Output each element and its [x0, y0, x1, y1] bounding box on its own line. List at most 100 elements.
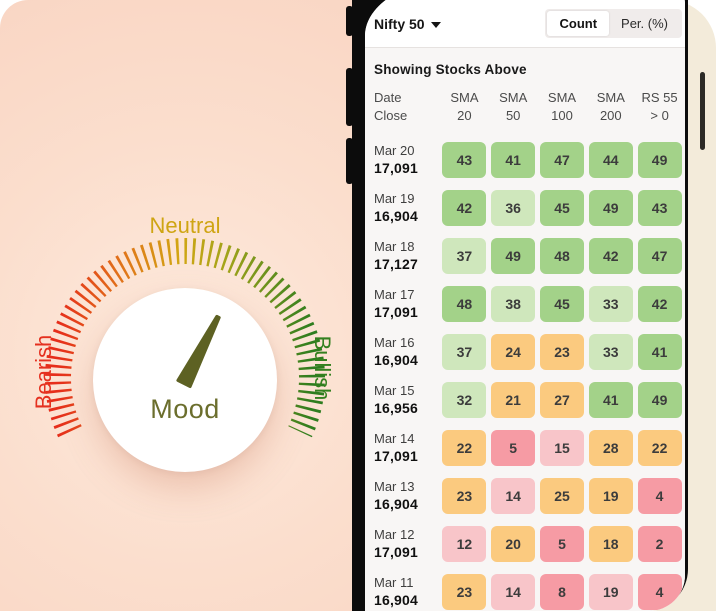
sma-value-cell: 33	[588, 334, 633, 371]
sma-value-cell: 27	[539, 382, 584, 419]
table-row: Mar 14 17,091 22 5 15 28 22	[374, 424, 685, 472]
sma-value-cell: 45	[539, 286, 584, 323]
sma-value-cell: 49	[637, 382, 682, 419]
sma-value-cell: 32	[442, 382, 487, 419]
sma-value-cell: 5	[491, 430, 536, 467]
table-column-headers: Date Close SMA 20 SMA 50 SMA 100 SMA 200 RS 55 > 0	[374, 89, 685, 124]
date-label: Mar 16	[374, 334, 415, 350]
table-row: Mar 18 17,127 37 49 48 42 47	[374, 232, 685, 280]
sma-value-cell: 48	[539, 238, 584, 275]
sma-value-cell: 28	[588, 430, 633, 467]
app-screen: Nifty 50 Count Per. (%) Showing Stocks A…	[365, 0, 685, 611]
sma-value-cell: 4	[637, 478, 682, 515]
sma-value-cell: 43	[442, 142, 487, 179]
close-value: 16,904	[374, 352, 419, 369]
date-label: Mar 20	[374, 142, 415, 158]
view-mode-toggle: Count Per. (%)	[545, 9, 682, 38]
sma-value-cell: 2	[637, 526, 682, 563]
sma-value-cell: 41	[588, 382, 633, 419]
table-row: Mar 13 16,904 23 14 25 19 4	[374, 472, 685, 520]
date-label: Mar 19	[374, 190, 415, 206]
date-label: Mar 12	[374, 526, 415, 542]
close-value: 16,904	[374, 208, 419, 225]
gauge-ticks	[45, 238, 325, 438]
sma-value-cell: 43	[637, 190, 682, 227]
sma-value-cell: 18	[588, 526, 633, 563]
sma-value-cell: 14	[491, 574, 536, 611]
date-close-cell: Mar 14 17,091	[374, 431, 440, 466]
stocks-table: Showing Stocks Above Date Close SMA 20 SMA 50…	[365, 48, 685, 611]
sma-value-cell: 41	[637, 334, 682, 371]
sma-value-cell: 20	[491, 526, 536, 563]
close-value: 17,091	[374, 448, 419, 465]
table-row: Mar 19 16,904 42 36 45 49 43	[374, 184, 685, 232]
date-label: Mar 17	[374, 286, 415, 302]
app-header: Nifty 50 Count Per. (%)	[365, 0, 685, 48]
column-header: SMA 20	[450, 90, 479, 123]
mood-card: Neutral Bearish Bullish Mood	[0, 0, 358, 611]
date-close-cell: Mar 13 16,904	[374, 479, 440, 514]
tab-count[interactable]: Count	[547, 11, 610, 36]
sma-value-cell: 19	[588, 478, 633, 515]
close-value: 16,904	[374, 496, 419, 513]
date-close-cell: Mar 11 16,904	[374, 575, 440, 610]
sma-value-cell: 23	[442, 574, 487, 611]
tab-percent[interactable]: Per. (%)	[621, 16, 668, 31]
sma-value-cell: 22	[637, 430, 682, 467]
date-close-cell: Mar 18 17,127	[374, 239, 440, 274]
sma-value-cell: 47	[539, 142, 584, 179]
column-header: SMA 50	[499, 90, 528, 123]
gauge-needle	[176, 314, 221, 389]
date-label: Mar 13	[374, 478, 415, 494]
index-dropdown-label: Nifty 50	[374, 15, 425, 32]
sma-value-cell: 48	[442, 286, 487, 323]
date-close-cell: Mar 15 16,956	[374, 383, 440, 418]
phone-power-button	[700, 72, 705, 150]
sma-value-cell: 37	[442, 238, 487, 275]
table-row: Mar 17 17,091 48 38 45 33 42	[374, 280, 685, 328]
close-value: 17,127	[374, 256, 419, 273]
phone-volume-up-button	[346, 68, 353, 126]
phone-screen: Nifty 50 Count Per. (%) Showing Stocks A…	[365, 0, 685, 611]
close-value: 17,091	[374, 160, 419, 177]
column-header: SMA 200	[596, 90, 625, 123]
sma-value-cell: 25	[539, 478, 584, 515]
sma-value-cell: 36	[491, 190, 536, 227]
close-value: 17,091	[374, 544, 419, 561]
sma-value-cell: 19	[588, 574, 633, 611]
sma-value-cell: 42	[588, 238, 633, 275]
sma-value-cell: 38	[491, 286, 536, 323]
column-header: Date Close	[374, 90, 408, 123]
date-close-cell: Mar 20 17,091	[374, 143, 440, 178]
sma-value-cell: 37	[442, 334, 487, 371]
sma-value-cell: 23	[442, 478, 487, 515]
gauge-needle-layer	[176, 314, 221, 389]
section-title: Showing Stocks Above	[374, 62, 527, 77]
sma-value-cell: 21	[491, 382, 536, 419]
gauge-tick-arc	[45, 238, 325, 438]
index-dropdown[interactable]: Nifty 50	[374, 16, 441, 32]
date-label: Mar 15	[374, 382, 415, 398]
table-row: Mar 11 16,904 23 14 8 19 4	[374, 568, 685, 611]
date-close-cell: Mar 19 16,904	[374, 191, 440, 226]
sma-value-cell: 44	[588, 142, 633, 179]
sma-value-cell: 42	[442, 190, 487, 227]
date-close-cell: Mar 16 16,904	[374, 335, 440, 370]
date-label: Mar 18	[374, 238, 415, 254]
sma-value-cell: 49	[637, 142, 682, 179]
table-row: Mar 12 17,091 12 20 5 18 2	[374, 520, 685, 568]
table-rows: Mar 20 17,091 43 41 47 44 49 Mar 19 16,904 42 36 45…	[374, 136, 685, 611]
phone-frame: Nifty 50 Count Per. (%) Showing Stocks A…	[352, 0, 688, 611]
date-label: Mar 11	[374, 574, 414, 590]
sma-value-cell: 49	[588, 190, 633, 227]
sma-value-cell: 8	[539, 574, 584, 611]
sma-value-cell: 41	[491, 142, 536, 179]
phone-top-button	[346, 6, 353, 36]
table-row: Mar 20 17,091 43 41 47 44 49	[374, 136, 685, 184]
date-close-cell: Mar 17 17,091	[374, 287, 440, 322]
sma-value-cell: 24	[491, 334, 536, 371]
sma-value-cell: 49	[491, 238, 536, 275]
sma-value-cell: 42	[637, 286, 682, 323]
chevron-down-icon	[430, 21, 441, 28]
